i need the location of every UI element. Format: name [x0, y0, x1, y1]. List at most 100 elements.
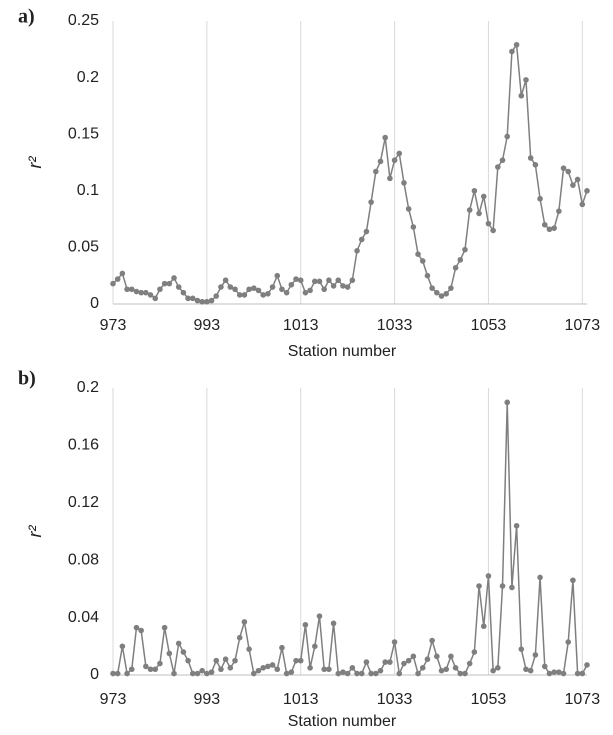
data-point [513, 41, 520, 48]
data-point [490, 667, 496, 674]
data-point [513, 522, 520, 529]
data-point [466, 660, 473, 667]
data-point [326, 277, 332, 284]
data-point [415, 251, 421, 257]
data-point [326, 666, 332, 673]
data-point [218, 284, 224, 290]
data-point [128, 666, 135, 673]
data-point [274, 666, 281, 673]
x-tick-label: 1013 [283, 691, 319, 708]
data-point [316, 613, 323, 619]
data-line [112, 42, 588, 303]
y-tick-label: 0.1 [77, 182, 99, 199]
data-point [396, 670, 403, 677]
data-point [363, 659, 370, 665]
data-point [133, 288, 140, 295]
y-tick-label: 0.16 [68, 437, 99, 454]
data-point [485, 573, 492, 579]
data-point [119, 270, 126, 277]
data-point [255, 667, 262, 674]
data-point [204, 670, 210, 677]
y-tick-label: 0 [90, 295, 99, 312]
data-point [213, 293, 220, 299]
data-point [570, 182, 576, 188]
y-tick-label: 0.05 [68, 239, 99, 256]
data-point [424, 272, 431, 279]
x-tick-label: 1053 [471, 317, 507, 334]
data-point [509, 584, 515, 591]
data-point [138, 289, 144, 296]
data-point [466, 207, 473, 213]
data-point [218, 666, 224, 673]
data-point [147, 666, 154, 673]
data-point [434, 289, 440, 296]
data-point [462, 670, 468, 677]
data-point [499, 583, 506, 589]
data-point [354, 670, 360, 677]
data-point [480, 623, 487, 630]
data-point [133, 624, 140, 631]
data-point [499, 157, 506, 164]
data-point [208, 297, 215, 304]
data-point [443, 666, 450, 673]
data-point [293, 657, 299, 664]
data-point [189, 670, 196, 677]
data-point [518, 92, 525, 99]
data-point [307, 665, 313, 671]
data-point [312, 278, 318, 285]
data-point [377, 667, 384, 674]
data-point [532, 652, 539, 658]
x-tick-label: 1013 [283, 317, 319, 334]
data-point [288, 281, 295, 288]
data-point [358, 236, 365, 243]
y-axis-label: r² [25, 525, 45, 538]
data-point [410, 224, 417, 230]
data-line [113, 402, 588, 677]
data-point [556, 669, 562, 675]
data-point [321, 666, 327, 673]
data-point [354, 247, 360, 254]
data-point [532, 161, 539, 168]
data-point [527, 155, 534, 161]
data-point [584, 188, 590, 194]
data-point [227, 665, 234, 671]
data-point [288, 669, 295, 675]
x-tick-label: 973 [100, 317, 127, 334]
data-point [476, 210, 482, 217]
data-point [250, 670, 257, 677]
data-point [574, 670, 581, 677]
data-point [110, 670, 116, 677]
data-point [565, 168, 572, 175]
data-point [419, 258, 426, 264]
data-point [387, 659, 393, 665]
data-point [504, 399, 511, 406]
data-point [175, 640, 182, 647]
data-point [180, 649, 187, 655]
data-point [344, 284, 351, 290]
data-point [279, 286, 285, 293]
y-tick-label: 0.08 [68, 551, 99, 568]
data-point [283, 289, 290, 296]
data-point [152, 295, 159, 302]
data-point [138, 627, 144, 634]
data-point [124, 670, 130, 677]
data-point [246, 286, 252, 293]
data-point [495, 665, 501, 671]
data-point [429, 285, 435, 291]
data-point [189, 295, 196, 302]
data-point [232, 657, 238, 664]
data-point [405, 657, 412, 664]
data-point [541, 663, 548, 670]
data-point [560, 670, 567, 677]
data-point [546, 226, 553, 233]
data-point [415, 670, 421, 677]
data-point [180, 289, 187, 296]
y-tick-label: 0.2 [77, 69, 99, 86]
data-point [260, 292, 266, 298]
data-point [316, 278, 323, 285]
y-axis-label: r² [25, 156, 45, 169]
y-tick-label: 0.25 [68, 12, 99, 29]
data-point [368, 199, 374, 205]
data-point [227, 284, 234, 290]
